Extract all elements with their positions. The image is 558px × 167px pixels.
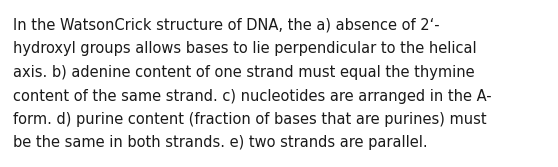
- Text: In the WatsonCrick structure of DNA, the a) absence of 2‘-: In the WatsonCrick structure of DNA, the…: [13, 18, 440, 33]
- Text: axis. b) adenine content of one strand must equal the thymine: axis. b) adenine content of one strand m…: [13, 65, 475, 80]
- Text: hydroxyl groups allows bases to lie perpendicular to the helical: hydroxyl groups allows bases to lie perp…: [13, 42, 477, 56]
- Text: form. d) purine content (fraction of bases that are purines) must: form. d) purine content (fraction of bas…: [13, 112, 487, 127]
- Text: be the same in both strands. e) two strands are parallel.: be the same in both strands. e) two stra…: [13, 135, 427, 150]
- Text: content of the same strand. c) nucleotides are arranged in the A-: content of the same strand. c) nucleotid…: [13, 89, 492, 104]
